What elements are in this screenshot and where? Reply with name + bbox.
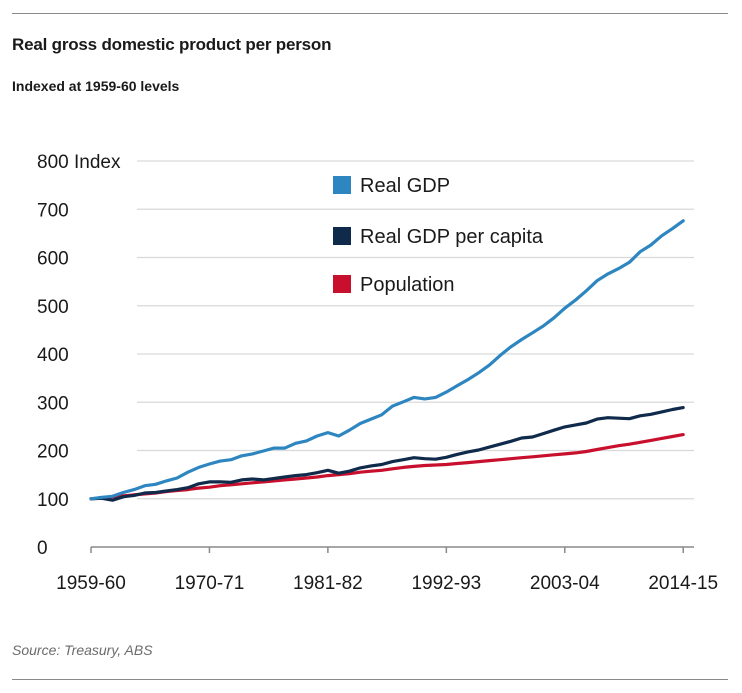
top-rule [12,13,728,14]
y-tick-label: 700 [37,200,69,221]
legend-label-real-gdp-per-capita: Real GDP per capita [360,226,544,248]
y-tick-label: 400 [37,345,69,366]
series-lines [89,219,685,502]
x-tick-label: 1970-71 [175,573,245,594]
y-tick-label: 200 [37,442,69,463]
y-tick-label: 300 [37,393,69,414]
series-line-population [89,433,685,501]
y-tick-label: 500 [37,297,69,318]
series-line-real-gdp [89,219,685,501]
y-tick-label: 600 [37,249,69,270]
x-tick-label: 1992-93 [411,573,481,594]
source-note: Source: Treasury, ABS [12,642,153,658]
y-tick-label: 0 [37,538,48,559]
legend: Real GDP Real GDP per capita Population [333,175,544,296]
x-tick-label: 1981-82 [293,573,363,594]
legend-label-real-gdp: Real GDP [360,175,450,197]
subtitle: Indexed at 1959-60 levels [12,78,180,94]
y-tick-label: 100 [37,490,69,511]
legend-swatch-real-gdp [333,176,351,194]
x-tick-label: 2014-15 [648,573,718,594]
bottom-rule [12,679,728,680]
y-tick-labels: 0 100 200 300 400 500 600 700 800 Index [37,152,121,559]
legend-label-population: Population [360,274,455,296]
series-line-real-gdp-per-capita [89,406,685,502]
x-tick-label: 1959-60 [56,573,126,594]
page-title: Real gross domestic product per person [12,35,332,54]
gridlines [137,160,694,500]
legend-swatch-population [333,275,351,293]
legend-swatch-real-gdp-per-capita [333,227,351,245]
x-axis: 1959-60 1970-71 1981-82 1992-93 2003-04 2014-… [56,546,718,594]
y-tick-label: 800 Index [37,152,121,173]
x-tick-label: 2003-04 [530,573,600,594]
